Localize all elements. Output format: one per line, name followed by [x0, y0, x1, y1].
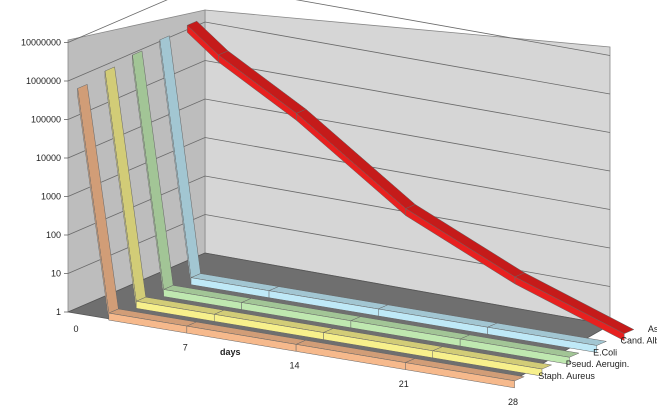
gridlines [67, 0, 611, 287]
series-segment [459, 338, 570, 365]
y-tick-label: 1000000 [26, 76, 61, 86]
gridline [67, 0, 611, 56]
x-axis-title: days [220, 347, 241, 357]
y-tick-label: 10 [51, 269, 61, 279]
x-axis-ticks: 0 7 14 21 28 [73, 324, 518, 407]
gridline [67, 137, 611, 210]
x-tick-label: 7 [183, 342, 188, 352]
series-label: Cand. Albic. [620, 336, 657, 346]
x-tick-label: 28 [508, 397, 518, 407]
y-tick-label: 100000 [31, 115, 61, 125]
series-label: Pseud. Aerugin. [566, 359, 630, 369]
gridline [67, 175, 611, 249]
y-tick-label: 10000 [36, 153, 61, 163]
series-label: Staph. Aureus [538, 371, 595, 381]
series-segment [487, 326, 598, 353]
y-tick-label: 1000 [41, 192, 61, 202]
series-segment [432, 350, 543, 377]
ribbons [77, 20, 635, 389]
y-tick-label: 1 [56, 307, 61, 317]
x-tick-label: 0 [73, 324, 78, 334]
series-labels: Asp. Niger Cand. Albic.E.Coli Pseud. Aerug… [538, 324, 657, 381]
series-segment [514, 276, 625, 342]
gridline [67, 21, 611, 95]
series-label: Asp. Niger [648, 324, 657, 334]
y-axis-ticks: 1 10 100 1000 10000 100000 1000000 10000000 [21, 38, 68, 317]
y-tick-label: 100 [46, 230, 61, 240]
series-label: E.Coli [593, 347, 617, 357]
x-tick-label: 21 [399, 379, 409, 389]
y-tick-label: 10000000 [21, 38, 61, 48]
gridline [67, 214, 611, 287]
series-segment [405, 362, 515, 389]
x-tick-label: 14 [289, 361, 299, 371]
